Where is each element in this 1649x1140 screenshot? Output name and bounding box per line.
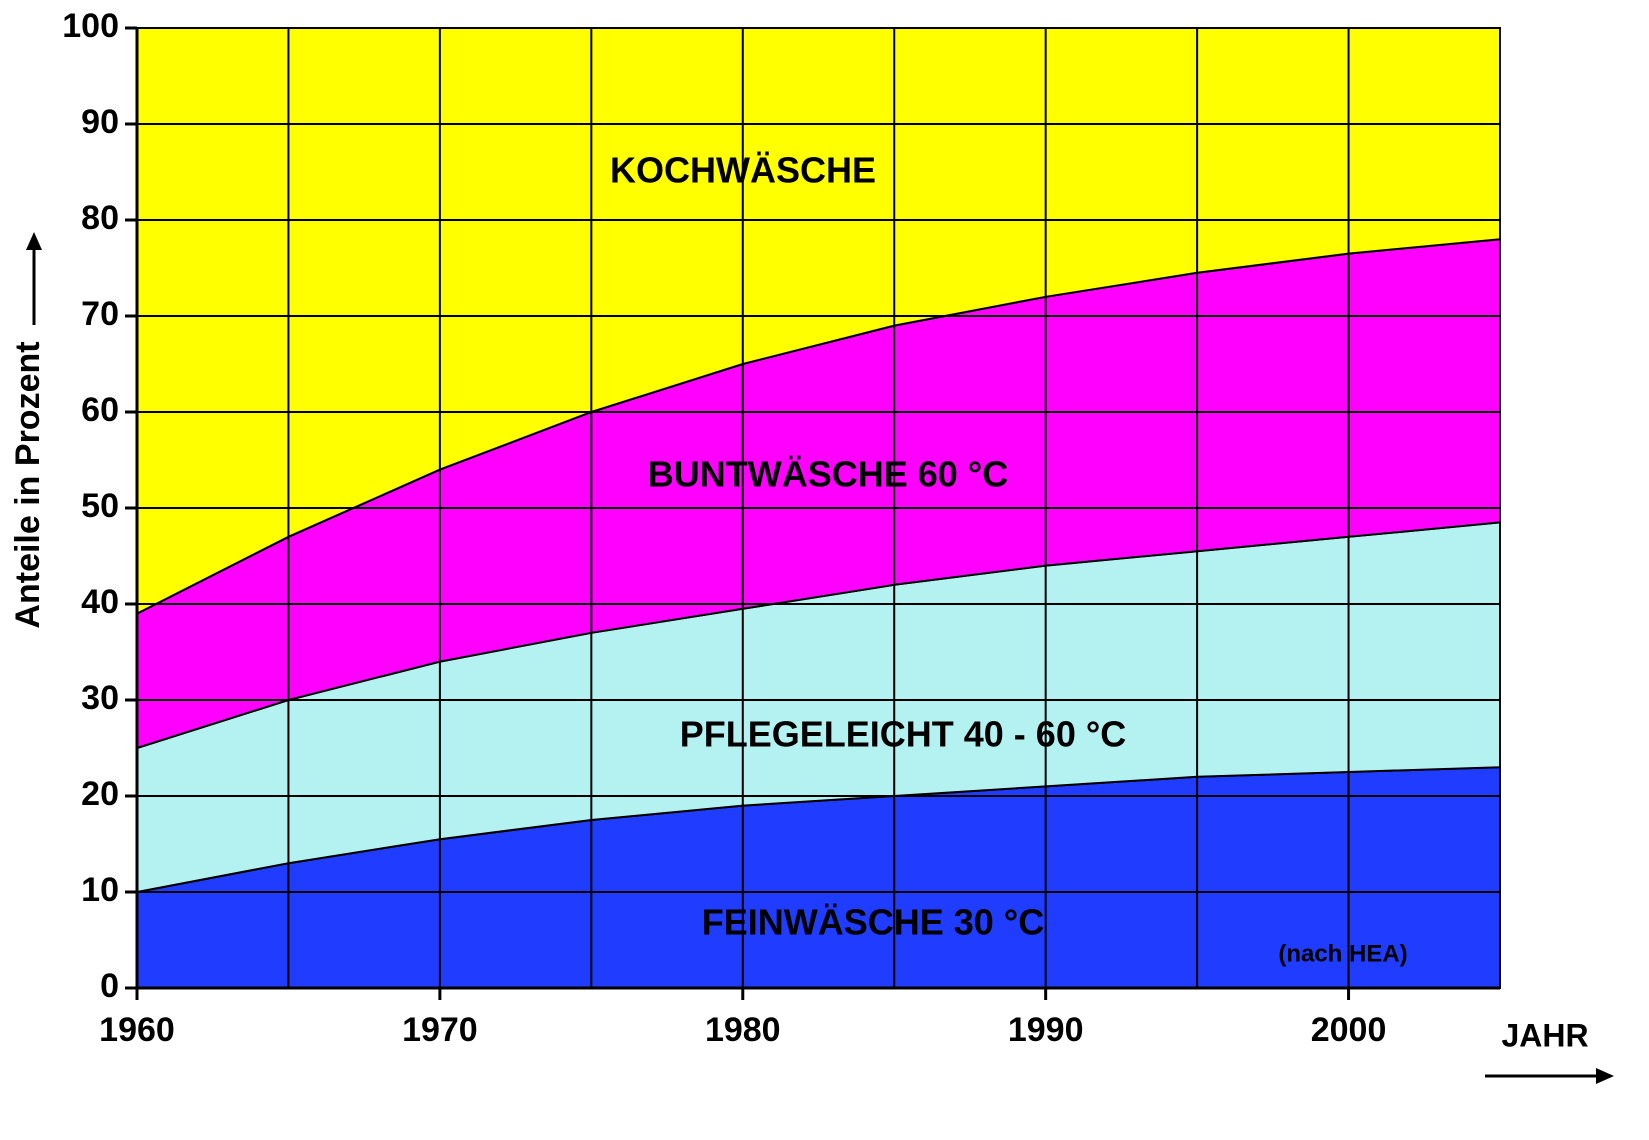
y-tick-label: 10 — [81, 871, 119, 909]
y-tick-label: 50 — [81, 487, 119, 525]
series-label: BUNTWÄSCHE 60 °C — [648, 454, 1008, 495]
y-arrow-head — [26, 232, 42, 250]
y-axis-label: Anteile in Prozent — [9, 341, 47, 628]
y-tick-label: 80 — [81, 199, 119, 237]
y-tick-label: 70 — [81, 295, 119, 333]
series-label: KOCHWÄSCHE — [610, 150, 876, 191]
x-tick-label: 1960 — [99, 1011, 175, 1049]
y-tick-label: 0 — [100, 967, 119, 1005]
x-tick-label: 2000 — [1311, 1011, 1387, 1049]
x-tick-label: 1980 — [705, 1011, 781, 1049]
y-tick-label: 30 — [81, 679, 119, 717]
y-tick-label: 90 — [81, 103, 119, 141]
series-label: PFLEGELEICHT 40 - 60 °C — [680, 714, 1126, 755]
y-tick-label: 40 — [81, 583, 119, 621]
y-tick-label: 100 — [62, 7, 119, 45]
y-tick-label: 20 — [81, 775, 119, 813]
x-arrow-head — [1596, 1068, 1614, 1084]
x-axis-label: JAHR — [1501, 1017, 1588, 1053]
series-label: FEINWÄSCHE 30 °C — [702, 902, 1044, 943]
x-tick-label: 1970 — [402, 1011, 478, 1049]
y-tick-label: 60 — [81, 391, 119, 429]
annotation: (nach HEA) — [1278, 940, 1407, 967]
x-tick-label: 1990 — [1008, 1011, 1084, 1049]
